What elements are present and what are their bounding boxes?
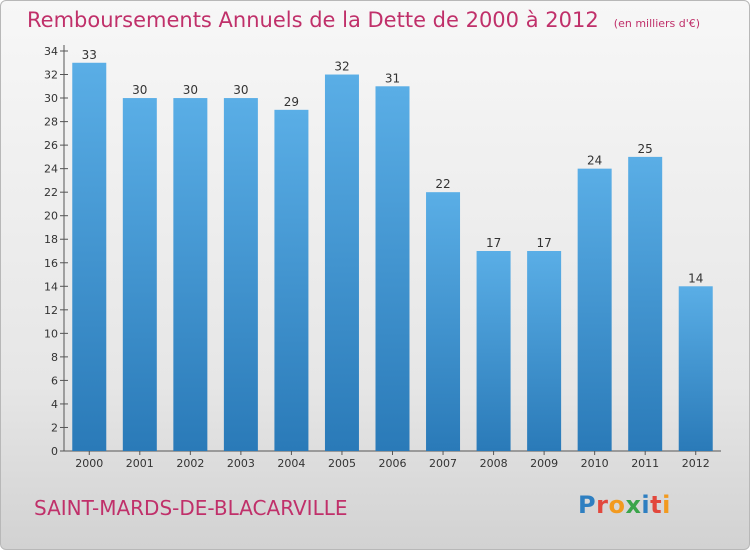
chart-subtitle: (en milliers d'€) (613, 17, 701, 30)
x-tick-label: 2012 (682, 457, 710, 470)
data-label: 24 (587, 154, 602, 168)
logo-letter: P (578, 491, 597, 519)
bar (628, 156, 663, 451)
data-label: 25 (638, 142, 653, 156)
data-label: 29 (284, 95, 299, 109)
bar (122, 98, 157, 451)
bar (426, 192, 461, 451)
x-tick-label: 2005 (328, 457, 356, 470)
y-tick-label: 32 (44, 69, 58, 82)
x-tick-label: 2006 (379, 457, 407, 470)
x-tick-label: 2000 (75, 457, 103, 470)
y-tick-label: 28 (44, 116, 58, 129)
bar (324, 74, 359, 451)
logo-letter: x (625, 491, 642, 519)
x-tick-label: 2004 (277, 457, 305, 470)
y-tick-label: 24 (44, 163, 58, 176)
bar (375, 86, 410, 451)
x-tick-label: 2010 (581, 457, 609, 470)
x-tick-label: 2011 (631, 457, 659, 470)
x-tick-label: 2001 (126, 457, 154, 470)
y-tick-label: 12 (44, 304, 58, 317)
logo-letter: i (641, 491, 651, 519)
data-label: 30 (132, 83, 147, 97)
proxiti-logo: Proxiti (578, 491, 671, 519)
x-tick-label: 2009 (530, 457, 558, 470)
y-tick-label: 16 (44, 257, 58, 270)
x-tick-label: 2008 (480, 457, 508, 470)
y-tick-label: 26 (44, 139, 58, 152)
y-tick-label: 10 (44, 327, 58, 340)
data-label: 14 (688, 271, 703, 285)
y-tick-label: 2 (51, 421, 58, 434)
y-tick-label: 30 (44, 92, 58, 105)
data-label: 22 (435, 177, 450, 191)
title-row: Remboursements Annuels de la Dette de 20… (27, 8, 700, 32)
y-tick-label: 6 (51, 374, 58, 387)
y-tick-label: 14 (44, 280, 58, 293)
logo-letter: t (650, 491, 663, 519)
y-tick-label: 0 (51, 445, 58, 458)
chart-title: Remboursements Annuels de la Dette de 20… (27, 8, 599, 32)
commune-name: SAINT-MARDS-DE-BLACARVILLE (34, 496, 348, 520)
logo-letter: r (596, 491, 609, 519)
data-label: 31 (385, 71, 400, 85)
y-tick-label: 34 (44, 45, 58, 58)
x-tick-label: 2002 (176, 457, 204, 470)
bar (274, 109, 309, 451)
y-tick-label: 22 (44, 186, 58, 199)
x-tick-label: 2003 (227, 457, 255, 470)
y-tick-label: 4 (51, 398, 58, 411)
x-tick-label: 2007 (429, 457, 457, 470)
bar (678, 286, 713, 451)
data-label: 33 (82, 48, 97, 62)
y-tick-label: 20 (44, 210, 58, 223)
logo-letter: o (608, 491, 626, 519)
bar (527, 251, 562, 451)
bar (223, 98, 258, 451)
bar (476, 251, 511, 451)
bar (173, 98, 208, 451)
y-tick-label: 18 (44, 233, 58, 246)
y-tick-label: 8 (51, 351, 58, 364)
data-label: 32 (334, 60, 349, 74)
bar (577, 168, 612, 451)
bar (72, 62, 107, 451)
logo-letter: i (662, 491, 671, 519)
data-label: 17 (486, 236, 501, 250)
data-label: 17 (536, 236, 551, 250)
data-label: 30 (233, 83, 248, 97)
data-label: 30 (183, 83, 198, 97)
